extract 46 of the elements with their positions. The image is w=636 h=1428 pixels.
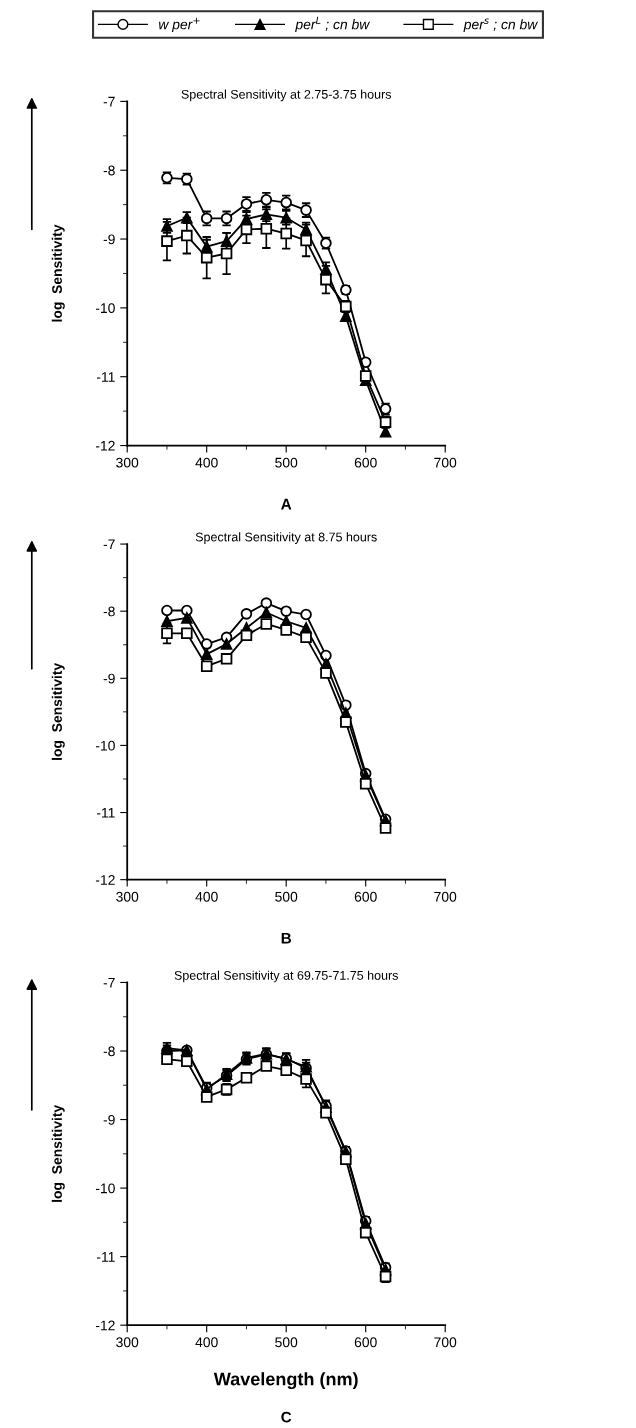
y-tick-label: -8	[103, 606, 115, 617]
y-axis-title: log Sensitivity	[51, 662, 65, 760]
y-tick-label: -8	[103, 165, 115, 176]
x-tick-label: 600	[354, 457, 377, 468]
x-tick-label: 500	[275, 1337, 298, 1348]
x-tick-label: 400	[195, 1337, 218, 1348]
chart-title: Spectral Sensitivity at 2.75-3.75 hours	[181, 89, 392, 102]
text: A	[281, 498, 292, 510]
x-tick-label: 700	[434, 457, 457, 468]
y-tick-label: -11	[96, 372, 115, 382]
y-tick-label: -10	[95, 303, 115, 314]
y-tick-label: -9	[103, 1114, 115, 1125]
x-tick-label: 700	[434, 891, 457, 902]
x-tick-label: 400	[195, 457, 218, 468]
chart-title: Spectral Sensitivity at 69.75-71.75 hours	[174, 970, 398, 983]
x-axis-title: Wavelength (nm)	[213, 1372, 358, 1390]
legend-label: per$^{s}$ ; cn bw	[463, 18, 539, 33]
legend-label: per$^{L}$ ; cn bw	[295, 16, 371, 33]
y-tick-label: -11	[96, 808, 115, 818]
y-axis-title: log Sensitivity	[51, 1104, 65, 1202]
y-tick-label: -9	[103, 673, 115, 684]
y-tick-label: -12	[95, 1320, 115, 1331]
x-tick-label: 500	[275, 891, 298, 902]
y-tick-label: -12	[95, 440, 115, 451]
y-tick-label: -7	[103, 539, 115, 550]
chart-title: Spectral Sensitivity at 8.75 hours	[195, 532, 377, 544]
x-tick-label: 300	[116, 891, 139, 902]
x-tick-label: 400	[195, 891, 218, 902]
x-tick-label: 600	[354, 891, 377, 902]
y-tick-label: -9	[103, 234, 115, 245]
y-tick-label: -7	[103, 96, 115, 107]
text: C	[281, 1411, 292, 1423]
y-tick-label: -12	[95, 874, 115, 885]
text: B	[281, 932, 292, 944]
y-tick-label: -11	[96, 1252, 115, 1262]
y-axis-title: log Sensitivity	[51, 224, 65, 322]
x-tick-label: 700	[434, 1337, 457, 1348]
x-tick-label: 300	[116, 1337, 139, 1348]
x-tick-label: 600	[354, 1337, 377, 1348]
x-tick-label: 500	[275, 457, 298, 468]
legend-label: w per$^{+}$	[159, 17, 200, 33]
y-tick-label: -10	[95, 1183, 115, 1194]
y-tick-label: -7	[103, 977, 115, 988]
y-tick-label: -10	[95, 740, 115, 751]
y-tick-label: -8	[103, 1046, 115, 1057]
x-tick-label: 300	[116, 457, 139, 468]
